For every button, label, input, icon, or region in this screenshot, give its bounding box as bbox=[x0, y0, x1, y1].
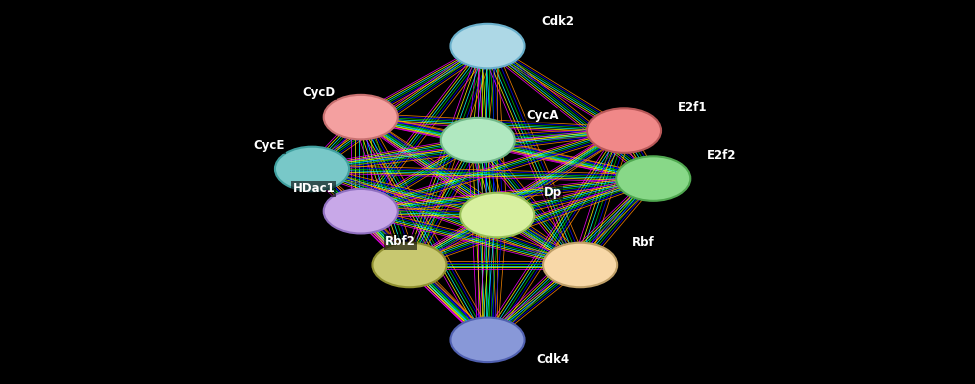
Text: E2f2: E2f2 bbox=[707, 149, 736, 162]
Ellipse shape bbox=[275, 147, 349, 191]
Ellipse shape bbox=[450, 318, 525, 362]
Text: Cdk4: Cdk4 bbox=[536, 353, 569, 366]
Text: Rbf: Rbf bbox=[632, 236, 654, 249]
Text: Dp: Dp bbox=[544, 186, 563, 199]
Ellipse shape bbox=[372, 243, 447, 287]
Text: Cdk2: Cdk2 bbox=[541, 15, 574, 28]
Ellipse shape bbox=[460, 193, 534, 237]
Text: CycA: CycA bbox=[526, 109, 559, 122]
Ellipse shape bbox=[324, 95, 398, 139]
Text: E2f1: E2f1 bbox=[678, 101, 707, 114]
Ellipse shape bbox=[441, 118, 515, 162]
Ellipse shape bbox=[450, 24, 525, 68]
Text: HDac1: HDac1 bbox=[292, 182, 335, 195]
Text: CycD: CycD bbox=[302, 86, 335, 99]
Ellipse shape bbox=[324, 189, 398, 233]
Ellipse shape bbox=[587, 108, 661, 153]
Ellipse shape bbox=[616, 156, 690, 201]
Text: Rbf2: Rbf2 bbox=[385, 235, 416, 248]
Text: CycE: CycE bbox=[254, 139, 285, 152]
Ellipse shape bbox=[543, 243, 617, 287]
